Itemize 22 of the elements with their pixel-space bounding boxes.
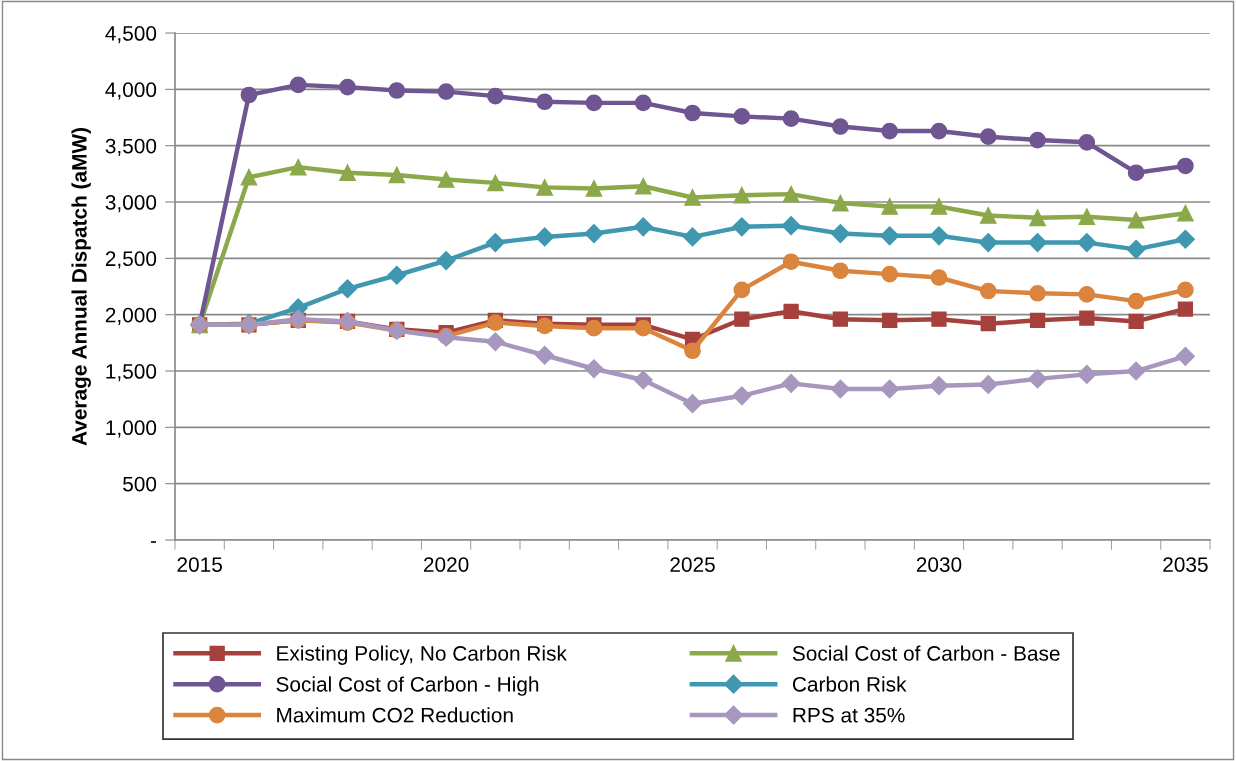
y-tick-label: -	[150, 541, 157, 543]
y-tick-label: 2,500	[105, 251, 157, 269]
x-tick-label: 2015	[177, 557, 222, 572]
y-tick-label: 4,500	[105, 26, 157, 44]
y-tick-label: 3,500	[105, 138, 157, 156]
legend-label: Existing Policy, No Carbon Risk	[277, 645, 567, 665]
legend-label: Social Cost of Carbon - High	[276, 676, 539, 696]
legend-label: Maximum CO2 Reduction	[277, 707, 513, 723]
y-tick-label: 1,500	[106, 364, 157, 382]
legend-label: RPS at 35%	[793, 707, 905, 723]
legend-label: Carbon Risk	[792, 676, 907, 692]
x-tick-label: 2020	[423, 557, 469, 572]
x-tick-label: 2025	[670, 557, 715, 572]
y-tick-label: 4,000	[105, 82, 157, 100]
x-tick-label: 2035	[1163, 557, 1208, 572]
x-tick-label: 2030	[916, 557, 962, 572]
y-axis-title: Average Annual Dispatch (aMW)	[71, 128, 91, 446]
y-tick-label: 3,000	[105, 195, 157, 213]
y-tick-label: 2,000	[105, 307, 157, 325]
legend-label: Social Cost of Carbon - Base	[792, 645, 1060, 661]
y-tick-label: 1,000	[106, 420, 157, 438]
y-tick-label: 500	[123, 476, 157, 492]
